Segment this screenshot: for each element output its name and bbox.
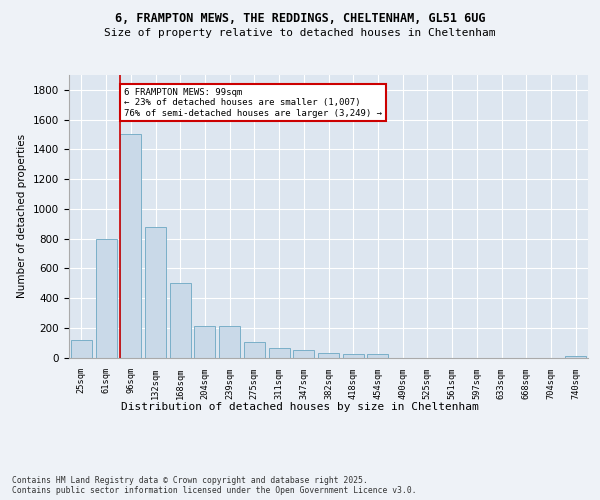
Bar <box>95 238 116 358</box>
Text: Contains HM Land Registry data © Crown copyright and database right 2025.
Contai: Contains HM Land Registry data © Crown c… <box>12 476 416 495</box>
Bar <box>565 356 586 358</box>
Y-axis label: Number of detached properties: Number of detached properties <box>17 134 28 298</box>
Bar <box>318 352 339 358</box>
Bar <box>71 340 92 357</box>
Bar <box>145 226 166 358</box>
Text: Size of property relative to detached houses in Cheltenham: Size of property relative to detached ho… <box>104 28 496 38</box>
Bar <box>343 354 364 358</box>
Text: 6, FRAMPTON MEWS, THE REDDINGS, CHELTENHAM, GL51 6UG: 6, FRAMPTON MEWS, THE REDDINGS, CHELTENH… <box>115 12 485 26</box>
Text: 6 FRAMPTON MEWS: 99sqm
← 23% of detached houses are smaller (1,007)
76% of semi-: 6 FRAMPTON MEWS: 99sqm ← 23% of detached… <box>124 88 382 118</box>
Bar <box>293 350 314 358</box>
Bar <box>244 342 265 357</box>
Bar <box>194 326 215 358</box>
Bar <box>219 326 240 358</box>
Bar <box>269 348 290 358</box>
Bar <box>367 354 388 358</box>
Text: Distribution of detached houses by size in Cheltenham: Distribution of detached houses by size … <box>121 402 479 412</box>
Bar <box>120 134 141 358</box>
Bar <box>170 283 191 358</box>
